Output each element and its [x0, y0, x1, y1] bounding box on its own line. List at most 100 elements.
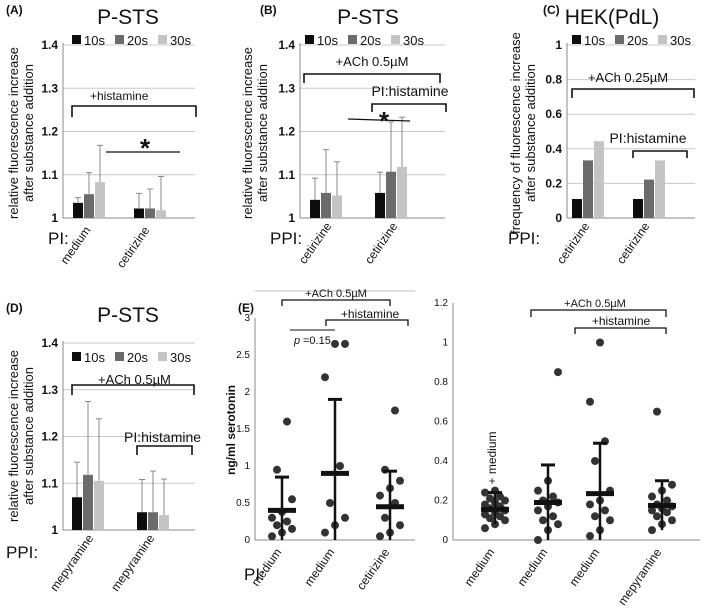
bar-D-10s: [72, 497, 82, 530]
data-point: [336, 462, 344, 470]
annotation-ach: +ACh 0.5µM: [305, 288, 367, 300]
y-axis-label: ng/ml serotonin: [224, 385, 238, 475]
data-point: [288, 524, 296, 533]
pi-bracket: [136, 445, 193, 455]
bar-A-20s: [145, 208, 155, 218]
category-label: cetirizine: [114, 223, 153, 270]
bar-B-20s: [321, 192, 331, 218]
data-point: [591, 512, 599, 521]
data-point: [549, 512, 557, 521]
bar-A-20s: [84, 194, 94, 218]
y-tick-label: 3: [244, 313, 250, 324]
row-label: PPI:: [508, 229, 540, 248]
data-point: [586, 500, 594, 509]
ach-bracket: [303, 73, 441, 83]
y-axis-label: after substance addition: [21, 64, 36, 202]
data-point: [341, 339, 349, 348]
category-label: cetirizine: [362, 219, 401, 266]
annotation-p-value: =0.15: [303, 335, 331, 347]
group-note: + medium: [485, 431, 499, 484]
bar-B-20s: [386, 171, 396, 218]
data-point: [663, 496, 671, 505]
star-bracket: [347, 118, 411, 122]
legend-entry: 30s: [170, 350, 191, 365]
data-point: [668, 516, 676, 525]
legend-entry: 30s: [170, 33, 191, 48]
data-point: [606, 516, 614, 525]
bar-D-30s: [94, 480, 104, 530]
data-point: [288, 495, 296, 504]
category-label: mepyramine: [47, 531, 97, 593]
y-tick-label: 0.8: [545, 73, 562, 87]
y-tick-label: 1.4: [278, 38, 295, 52]
bar-C-10s: [633, 198, 643, 218]
panel-title-C: HEK(PdL): [565, 6, 660, 29]
y-tick-label: 1: [555, 38, 562, 52]
bar-A-30s: [156, 210, 166, 218]
data-point: [481, 510, 489, 519]
data-point: [549, 492, 557, 501]
bar-D-20s: [148, 512, 158, 530]
data-point: [534, 486, 542, 495]
ach-bracket: [530, 309, 667, 317]
bar-D-30s: [159, 515, 169, 530]
data-point: [653, 407, 661, 416]
row-label: PPI:: [6, 543, 38, 562]
data-point: [273, 521, 281, 530]
annotation-histamine: +histamine: [90, 89, 149, 103]
data-point: [268, 532, 276, 541]
histamine-bracket: [71, 105, 197, 117]
data-point: [586, 532, 594, 541]
legend-entry: 20s: [360, 33, 381, 48]
data-point: [534, 506, 542, 515]
category-label: medium: [515, 546, 551, 589]
legend-entry: 10s: [584, 33, 605, 48]
y-tick-label: 1.4: [41, 38, 58, 52]
annotation-histamine: +histamine: [341, 307, 400, 321]
bar-C-20s: [583, 160, 593, 218]
legend-swatch: [658, 35, 667, 44]
category-label: cetirizine: [554, 219, 593, 266]
data-point: [648, 492, 656, 501]
legend-entry: 10s: [84, 33, 105, 48]
legend-entry: 20s: [127, 33, 148, 48]
row-label: PPI:: [270, 229, 302, 248]
legend-entry: 30s: [403, 33, 424, 48]
legend-entry: 30s: [670, 33, 691, 48]
data-point: [591, 457, 599, 465]
panel-title-D: P-STS: [97, 304, 159, 327]
data-point: [391, 406, 399, 415]
y-tick-label: 1.3: [41, 383, 58, 397]
significance-star: *: [379, 106, 390, 136]
bar-B-30s: [397, 166, 407, 218]
data-point: [668, 480, 676, 489]
data-point: [376, 491, 384, 500]
panel-title-B: P-STS: [337, 6, 399, 29]
bar-A-10s: [73, 202, 83, 218]
legend-swatch: [348, 35, 357, 44]
data-point: [653, 512, 661, 521]
bar-D-20s: [83, 474, 93, 530]
data-point: [326, 499, 334, 507]
ach-bracket: [281, 299, 391, 306]
y-tick-label: 1.1: [41, 168, 58, 182]
data-point: [331, 339, 339, 348]
legend-swatch: [615, 35, 624, 44]
y-tick-label: 1.1: [41, 476, 58, 490]
panel-label-B: (B): [260, 3, 277, 17]
ach-bracket: [571, 88, 695, 98]
bar-B-10s: [310, 199, 320, 218]
y-tick-label: 0.2: [545, 176, 562, 190]
bar-C-20s: [644, 179, 654, 218]
y-axis-label: after substance addition: [523, 64, 538, 202]
data-point: [321, 528, 329, 537]
data-point: [554, 368, 562, 377]
annotation-ach: +ACh 0.5µM: [564, 298, 626, 310]
y-tick-label: 0.4: [545, 142, 562, 156]
y-tick-label: 1.1: [278, 168, 295, 182]
legend-swatch: [305, 35, 314, 44]
data-point: [283, 417, 291, 426]
legend-swatch: [391, 35, 400, 44]
legend-swatch: [158, 35, 167, 44]
data-point: [554, 520, 562, 529]
